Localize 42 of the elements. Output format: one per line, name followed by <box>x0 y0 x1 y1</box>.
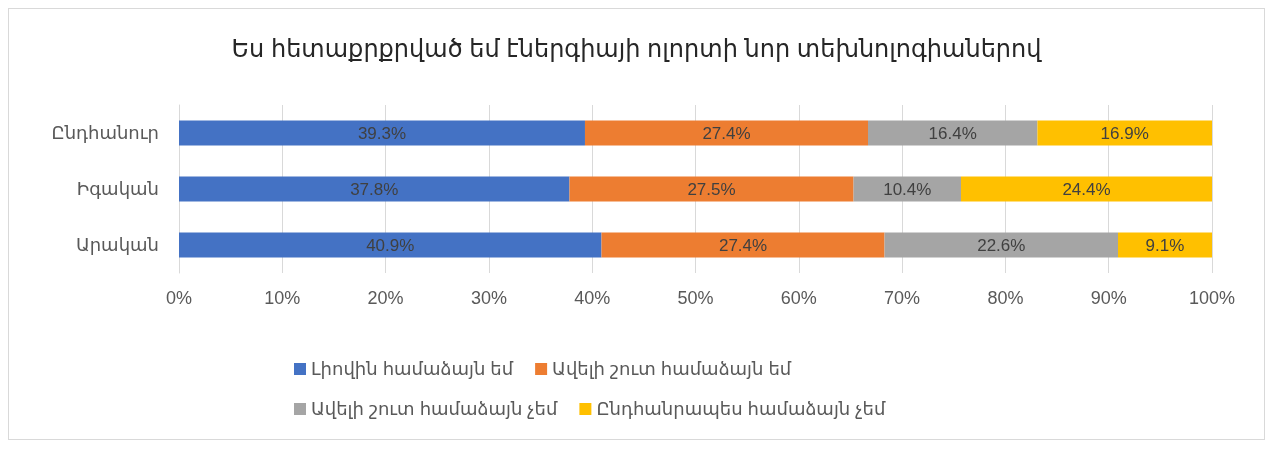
x-tick-label: 0% <box>165 288 193 308</box>
data-label: 9.1% <box>1145 235 1185 255</box>
data-label: 16.4% <box>928 123 977 143</box>
x-tick-label: 70% <box>884 288 921 308</box>
data-label: 37.8% <box>350 179 399 199</box>
bar <box>584 120 869 146</box>
y-tick-label: Իգական <box>76 179 159 199</box>
data-label: 39.3% <box>357 123 407 143</box>
bar <box>1037 120 1212 146</box>
legend-label: Ընդհանրապես համաձայն չեմ <box>596 399 886 419</box>
data-label: 27.4% <box>718 235 768 255</box>
bar <box>601 232 885 258</box>
data-label: 40.9% <box>366 235 415 255</box>
legend-label: Ավելի շուտ համաձայն եմ <box>552 359 792 379</box>
x-tick-label: 100% <box>1188 288 1236 308</box>
bar <box>179 120 585 146</box>
bar <box>868 120 1038 146</box>
data-label: 27.4% <box>702 123 751 143</box>
x-tick-label: 30% <box>470 288 507 308</box>
data-label: 22.6% <box>977 235 1026 255</box>
x-tick-label: 20% <box>367 288 404 308</box>
bar <box>179 232 602 258</box>
legend-label: Լիովին համաձայն եմ <box>311 359 514 379</box>
legend-label: Ավելի շուտ համաձայն չեմ <box>311 399 558 419</box>
y-tick-label: Ընդհանուր <box>51 123 159 143</box>
x-tick-label: 40% <box>574 288 611 308</box>
bar <box>569 176 854 202</box>
data-label: 24.4% <box>1062 179 1111 199</box>
bar <box>1118 232 1212 258</box>
x-tick-label: 50% <box>677 288 714 308</box>
bar <box>179 176 570 202</box>
x-tick-label: 80% <box>987 288 1024 308</box>
data-label: 27.5% <box>687 179 736 199</box>
bar <box>884 232 1118 258</box>
y-tick-label: Արական <box>75 235 159 255</box>
data-label: 10.4% <box>883 179 932 199</box>
x-tick-label: 60% <box>780 288 817 308</box>
bar <box>960 176 1212 202</box>
chart-title: Ես հետաքրքրված եմ էներգիայի ոլորտի նոր տեխնոլոգիաներով <box>231 34 1043 62</box>
x-tick-label: 10% <box>264 288 301 308</box>
x-tick-label: 90% <box>1090 288 1127 308</box>
data-label: 16.9% <box>1100 123 1149 143</box>
